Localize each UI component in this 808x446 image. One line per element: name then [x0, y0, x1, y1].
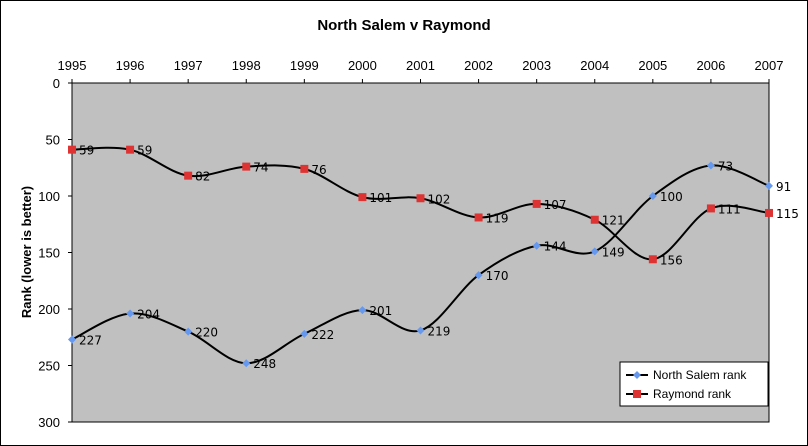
data-point-marker [474, 213, 483, 222]
data-point-marker [126, 145, 135, 154]
data-point-marker [126, 309, 135, 318]
data-point-marker [706, 204, 715, 213]
data-label: 76 [311, 163, 326, 177]
y-tick-label: 50 [46, 133, 60, 148]
legend-marker [633, 390, 641, 398]
x-tick-label: 1998 [232, 58, 261, 73]
y-tick-label: 0 [53, 76, 60, 91]
data-markers [68, 145, 773, 368]
data-point-marker [416, 194, 425, 203]
y-tick-label: 150 [38, 246, 60, 261]
legend-marker [633, 371, 641, 379]
data-label: 222 [311, 328, 334, 342]
data-label: 144 [544, 240, 567, 254]
data-point-marker [68, 335, 76, 344]
data-label: 170 [486, 269, 509, 283]
data-label: 101 [369, 191, 392, 205]
data-point-marker [416, 326, 425, 335]
data-label: 111 [718, 202, 741, 216]
data-point-marker [184, 171, 193, 180]
legend-label: Raymond rank [653, 387, 732, 401]
data-label: 119 [486, 211, 509, 225]
x-tick-label: 2003 [522, 58, 551, 73]
data-label: 82 [195, 170, 210, 184]
x-tick-label: 1999 [290, 58, 319, 73]
data-point-marker [358, 306, 367, 315]
x-tick-label: 2004 [580, 58, 609, 73]
legend-label: North Salem rank [653, 368, 747, 382]
data-label: 91 [776, 180, 791, 194]
x-tick-label: 2002 [464, 58, 493, 73]
x-tick-label: 1996 [116, 58, 145, 73]
data-label: 156 [660, 253, 683, 267]
legend: North Salem rank Raymond rank [619, 361, 769, 407]
data-point-marker [765, 181, 773, 190]
data-label: 115 [776, 207, 799, 221]
data-label: 219 [428, 324, 451, 338]
data-point-marker [184, 327, 193, 336]
data-point-marker [68, 145, 76, 154]
y-tick-label: 250 [38, 359, 60, 374]
data-label: 220 [195, 326, 218, 340]
x-tick-label: 2000 [348, 58, 377, 73]
chart-title: North Salem v Raymond [317, 17, 490, 34]
x-tick-label: 2005 [638, 58, 667, 73]
y-tick-label: 200 [38, 302, 60, 317]
data-label: 204 [137, 308, 160, 322]
y-tick-label: 300 [38, 415, 60, 430]
data-label: 100 [660, 190, 683, 204]
data-labels: 227 204 220 248 222 201 219 170 144 149 100 73 91 59 5… [79, 144, 799, 372]
data-label: 59 [79, 144, 94, 158]
x-tick-label: 1995 [58, 58, 87, 73]
data-point-marker [300, 164, 309, 173]
data-label: 248 [253, 357, 276, 371]
data-label: 102 [428, 192, 451, 206]
data-point-marker [648, 255, 657, 264]
data-label: 121 [602, 214, 625, 228]
data-label: 107 [544, 198, 567, 212]
data-point-marker [706, 161, 715, 170]
x-tick-label: 2007 [755, 58, 784, 73]
data-label: 74 [253, 161, 268, 175]
y-axis-label: Rank (lower is better) [19, 186, 34, 318]
data-point-marker [300, 329, 309, 338]
data-point-marker [242, 162, 251, 171]
data-point-marker [242, 359, 251, 368]
data-label: 227 [79, 334, 102, 348]
y-tick-label: 100 [38, 189, 60, 204]
data-label: 73 [718, 159, 733, 173]
x-tick-label: 2006 [696, 58, 725, 73]
data-label: 201 [369, 304, 392, 318]
data-point-marker [358, 193, 367, 202]
x-tick-label: 1997 [174, 58, 203, 73]
data-point-marker [532, 199, 541, 208]
data-point-marker [590, 247, 599, 256]
data-point-marker [648, 192, 657, 200]
data-label: 59 [137, 144, 152, 158]
x-tick-label: 2001 [406, 58, 435, 73]
data-label: 149 [602, 245, 625, 259]
data-point-marker [474, 271, 483, 280]
data-point-marker [765, 208, 773, 217]
axes: 1995 1996 1997 1998 1999 2000 2001 2002 2003 2004… [38, 58, 783, 430]
data-point-marker [590, 215, 599, 224]
data-point-marker [532, 241, 541, 250]
legend-box [619, 361, 769, 407]
